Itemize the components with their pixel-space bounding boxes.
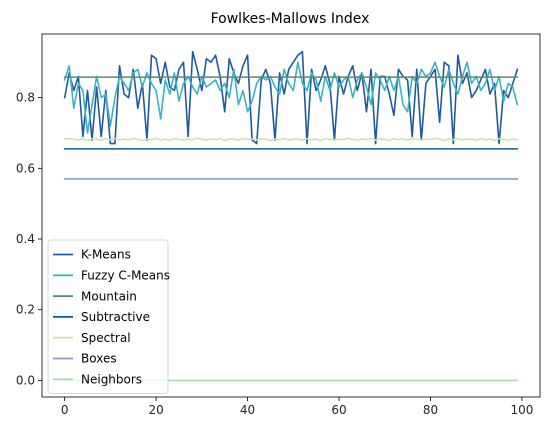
series-line-spectral [63,137,519,142]
x-tick-label: 40 [240,403,255,417]
x-tick-label: 100 [510,403,533,417]
series-line-fuzzy-c-means [63,61,519,134]
legend-label: Subtractive [81,310,150,324]
y-tick-label: 0.8 [16,91,35,105]
y-tick-label: 0.6 [16,161,35,175]
legend-box [47,239,169,395]
legend-label: Mountain [81,289,137,303]
x-tick-label: 0 [61,403,69,417]
x-tick-label: 80 [423,403,438,417]
ticks: 0 20 40 60 80 100 0.0 0.2 0.4 0.6 0.8 [16,91,533,417]
y-tick-label: 0.4 [16,232,35,246]
chart-title: Fowlkes-Mallows Index [211,11,370,27]
y-tick-label: 0.2 [16,303,35,317]
x-tick-label: 60 [331,403,346,417]
legend-label: Spectral [81,331,131,345]
axes [41,33,541,398]
y-tick-label: 0.0 [16,373,35,387]
legend: K-Means Fuzzy C-Means Mountain Subtractive S… [47,239,170,395]
legend-label: Boxes [81,352,117,366]
legend-label: K-Means [81,248,131,262]
x-tick-label: 20 [148,403,163,417]
legend-label: Neighbors [81,373,142,387]
legend-label: Fuzzy C-Means [81,269,170,283]
axes-frame [41,33,541,398]
series-line-k-means [63,50,519,145]
